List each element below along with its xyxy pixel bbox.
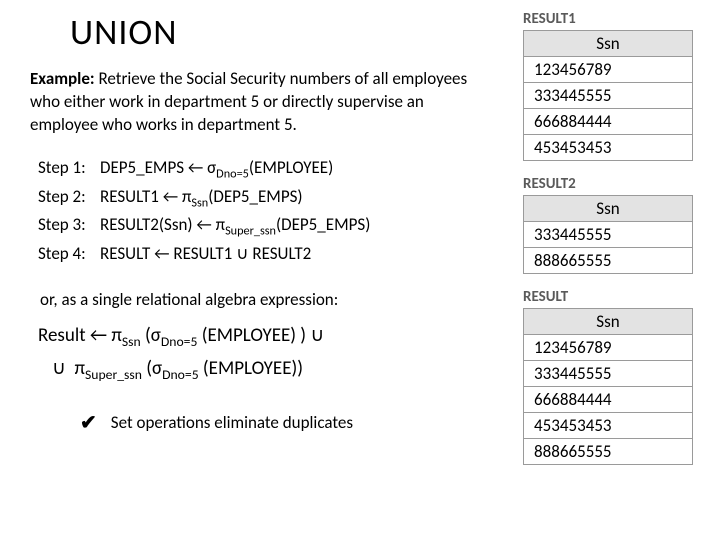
table-cell: 333445555 xyxy=(524,83,693,109)
combined-expression: Result ← πSsn (σDno=5 (EMPLOYEE) ) ∪ ∪ π… xyxy=(38,320,490,386)
table-header-cell: Ssn xyxy=(524,31,693,57)
table-row: 453453453 xyxy=(524,135,693,161)
table-title: RESULT2 xyxy=(523,175,708,193)
table-row: 666884444 xyxy=(524,109,693,135)
step-label: Step 1: xyxy=(38,155,100,184)
table-cell: 666884444 xyxy=(524,387,693,413)
step-label: Step 4: xyxy=(38,241,100,267)
step-row: Step 1:DEP5_EMPS ← σDno=5(EMPLOYEE) xyxy=(38,155,490,184)
step-row: Step 4:RESULT ← RESULT1 ∪ RESULT2 xyxy=(38,241,490,267)
table-cell: 888665555 xyxy=(524,439,693,465)
table-row: 888665555 xyxy=(524,248,693,274)
expr-line-1: Result ← πSsn (σDno=5 (EMPLOYEE) ) ∪ xyxy=(38,320,490,353)
result-table: Ssn1234567893334455556668844444534534538… xyxy=(523,308,693,465)
table-header-cell: Ssn xyxy=(524,309,693,335)
table-cell: 666884444 xyxy=(524,109,693,135)
steps-list: Step 1:DEP5_EMPS ← σDno=5(EMPLOYEE)Step … xyxy=(38,155,490,267)
example-label: Example: xyxy=(30,68,95,89)
table-cell: 123456789 xyxy=(524,57,693,83)
table-row: 666884444 xyxy=(524,387,693,413)
table-row: 123456789 xyxy=(524,335,693,361)
result-table-block: RESULT Ssn1234567893334455556668844444534… xyxy=(523,288,708,465)
table-cell: 888665555 xyxy=(524,248,693,274)
step-expression: DEP5_EMPS ← σDno=5(EMPLOYEE) xyxy=(100,155,333,184)
example-paragraph: Example: Retrieve the Social Security nu… xyxy=(30,68,490,137)
table-row: 123456789 xyxy=(524,57,693,83)
step-row: Step 2:RESULT1 ← πSsn(DEP5_EMPS) xyxy=(38,184,490,213)
result-table: Ssn123456789333445555666884444453453453 xyxy=(523,30,693,161)
table-header-cell: Ssn xyxy=(524,196,693,222)
example-text: Retrieve the Social Security numbers of … xyxy=(30,68,467,135)
table-cell: 333445555 xyxy=(524,361,693,387)
results-tables: RESULT1Ssn123456789333445555666884444453… xyxy=(523,10,708,479)
table-row: 453453453 xyxy=(524,413,693,439)
result-table-block: RESULT1 Ssn123456789333445555666884444453… xyxy=(523,10,708,161)
table-cell: 453453453 xyxy=(524,413,693,439)
bullet-note: ✔ Set operations eliminate duplicates xyxy=(80,410,490,435)
table-row: 333445555 xyxy=(524,222,693,248)
table-title: RESULT xyxy=(523,288,708,306)
step-expression: RESULT2(Ssn) ← πSuper_ssn(DEP5_EMPS) xyxy=(100,212,370,241)
result-table: Ssn333445555888665555 xyxy=(523,195,693,274)
step-label: Step 3: xyxy=(38,212,100,241)
check-icon: ✔ xyxy=(80,410,97,435)
page-title: UNION xyxy=(70,10,490,54)
table-row: 333445555 xyxy=(524,361,693,387)
table-cell: 123456789 xyxy=(524,335,693,361)
step-row: Step 3:RESULT2(Ssn) ← πSuper_ssn(DEP5_EM… xyxy=(38,212,490,241)
main-content: UNION Example: Retrieve the Social Secur… xyxy=(30,10,490,435)
table-row: 333445555 xyxy=(524,83,693,109)
step-expression: RESULT ← RESULT1 ∪ RESULT2 xyxy=(100,241,311,267)
or-text: or, as a single relational algebra expre… xyxy=(40,289,490,310)
table-cell: 453453453 xyxy=(524,135,693,161)
expr-line-2: ∪ πSuper_ssn (σDno=5 (EMPLOYEE)) xyxy=(52,353,490,386)
bullet-text: Set operations eliminate duplicates xyxy=(111,412,353,433)
table-row: 888665555 xyxy=(524,439,693,465)
table-cell: 333445555 xyxy=(524,222,693,248)
step-expression: RESULT1 ← πSsn(DEP5_EMPS) xyxy=(100,184,303,213)
step-label: Step 2: xyxy=(38,184,100,213)
table-title: RESULT1 xyxy=(523,10,708,28)
result-table-block: RESULT2 Ssn333445555888665555 xyxy=(523,175,708,274)
